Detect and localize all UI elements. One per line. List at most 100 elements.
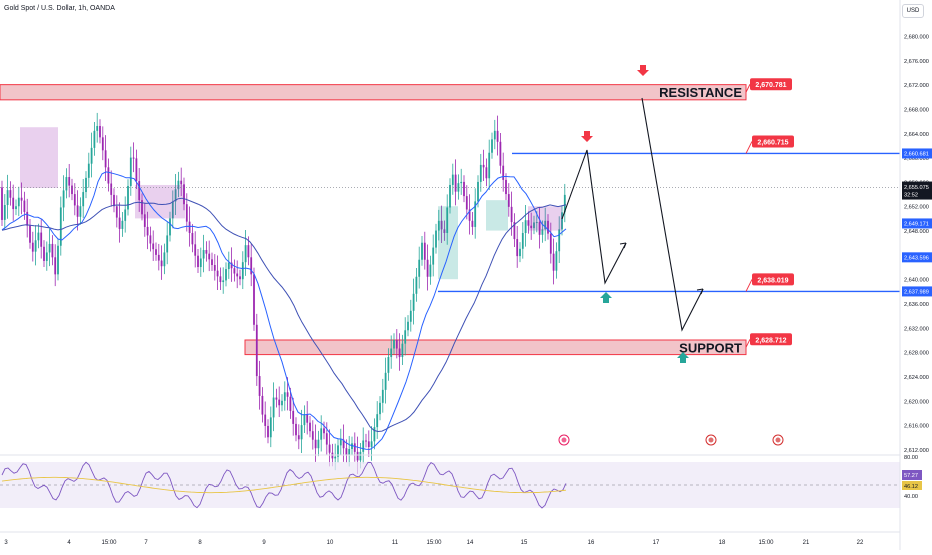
- candle-body: [544, 220, 547, 230]
- candle-body: [244, 245, 247, 263]
- price-tag: [902, 252, 932, 263]
- candle-body: [177, 180, 180, 190]
- candle-body: [499, 141, 502, 166]
- candle-body: [429, 264, 432, 277]
- candle-body: [538, 222, 541, 235]
- rsi-ma-text: 46.12: [904, 484, 918, 490]
- candle-body: [398, 348, 401, 358]
- rsi-value-text: 57.27: [904, 473, 918, 479]
- resistance-tag[interactable]: [750, 78, 792, 91]
- candle-body: [549, 233, 552, 254]
- y-tick-label: 2,636.000: [904, 302, 929, 308]
- candle-body: [555, 251, 558, 271]
- candle-body: [373, 427, 376, 442]
- price-tag: [902, 286, 932, 297]
- candle-body: [213, 265, 216, 271]
- candle-body: [460, 181, 463, 184]
- candle-body: [477, 181, 479, 202]
- candle-body: [197, 255, 199, 268]
- candle-body: [337, 445, 339, 457]
- y-tick-label: 2,648.000: [904, 229, 929, 235]
- candle-body: [110, 183, 113, 195]
- x-tick-label: 8: [198, 540, 202, 546]
- price-axis[interactable]: 2,680.000 2,676.000 2,672.000 2,668.000 2,66…: [899, 0, 932, 550]
- candle-body: [353, 443, 356, 452]
- event-icons-layer: [558, 434, 784, 446]
- price-tag: [902, 218, 932, 229]
- candle-body: [393, 340, 395, 349]
- price-tag-text: 2,660.681: [904, 151, 929, 157]
- y-tick-label: 2,660.000: [904, 156, 929, 162]
- candle-body: [463, 181, 465, 197]
- candle-body: [384, 372, 387, 390]
- candle-body: [390, 348, 393, 358]
- candle-body: [222, 280, 225, 283]
- candle-body: [247, 245, 250, 258]
- y-tick-label: 2,612.000: [904, 448, 929, 454]
- x-tick-label: 16: [588, 540, 595, 546]
- candle-body: [152, 243, 155, 250]
- candle-body: [141, 200, 143, 215]
- lower-level-tag[interactable]: [752, 273, 794, 286]
- candle-body: [85, 177, 87, 193]
- candle-body: [96, 125, 99, 131]
- candle-body: [82, 192, 85, 207]
- sell-arrow-icon: [581, 131, 593, 142]
- price-tag-text: 2,637.989: [904, 289, 929, 295]
- support-tag[interactable]: [750, 333, 792, 346]
- candle-body: [219, 276, 222, 283]
- currency-button[interactable]: USD: [902, 4, 924, 18]
- x-tick-label: 9: [262, 540, 266, 546]
- candle-body: [356, 451, 359, 461]
- candle-body: [6, 190, 9, 206]
- candle-body: [132, 157, 135, 159]
- candle-body: [12, 197, 15, 210]
- candle-body: [99, 125, 101, 138]
- current-price-tag: [902, 181, 932, 200]
- candle-body: [29, 225, 31, 243]
- candle-body: [216, 270, 219, 277]
- candle-body: [359, 451, 362, 461]
- candle-body: [426, 259, 429, 277]
- candle-body: [454, 174, 457, 192]
- candle-body: [3, 205, 6, 220]
- candle-body: [527, 220, 530, 226]
- candle-body: [407, 321, 409, 331]
- candle-body: [471, 220, 474, 227]
- candle-body: [421, 242, 423, 260]
- candle-body: [521, 232, 524, 249]
- candle-body: [561, 212, 563, 230]
- candle-body: [493, 130, 496, 140]
- support-zone[interactable]: [244, 339, 747, 356]
- candle-body: [558, 229, 561, 252]
- upper-level-tag[interactable]: [752, 135, 794, 148]
- candle-body: [23, 200, 26, 212]
- candle-body: [516, 239, 519, 257]
- candle-body: [155, 249, 157, 255]
- candle-body: [129, 157, 132, 186]
- time-axis[interactable]: 3 4 15:00 7 8 9 10 11 15:00 14 15 16 17 18 15:00 21 22: [0, 531, 900, 546]
- candle-body: [59, 207, 62, 246]
- y-tick-label: 2,616.000: [904, 424, 929, 430]
- resistance-zone[interactable]: [0, 84, 747, 101]
- candle-body: [267, 425, 269, 438]
- upper-level-connector: [745, 141, 753, 154]
- y-tick-label: 2,676.000: [904, 59, 929, 65]
- candle-body: [370, 441, 373, 448]
- rsi-ma-tag: [902, 481, 922, 490]
- candle-body: [295, 423, 297, 436]
- y-tick-label: 2,668.000: [904, 107, 929, 113]
- x-tick-label: 22: [857, 540, 864, 546]
- buy-arrow-icon: [600, 292, 612, 303]
- projection-arrowhead-1: [619, 242, 627, 249]
- candle-body: [261, 395, 264, 415]
- candle-body: [435, 230, 437, 248]
- zones-layer: RESISTANCE 2,670.781 SUPPORT 2,628.712: [0, 78, 792, 355]
- candle-body: [166, 235, 169, 253]
- candle-body: [160, 260, 163, 267]
- candle-body: [185, 204, 188, 222]
- candle-body: [440, 220, 443, 230]
- candle-body: [342, 439, 345, 449]
